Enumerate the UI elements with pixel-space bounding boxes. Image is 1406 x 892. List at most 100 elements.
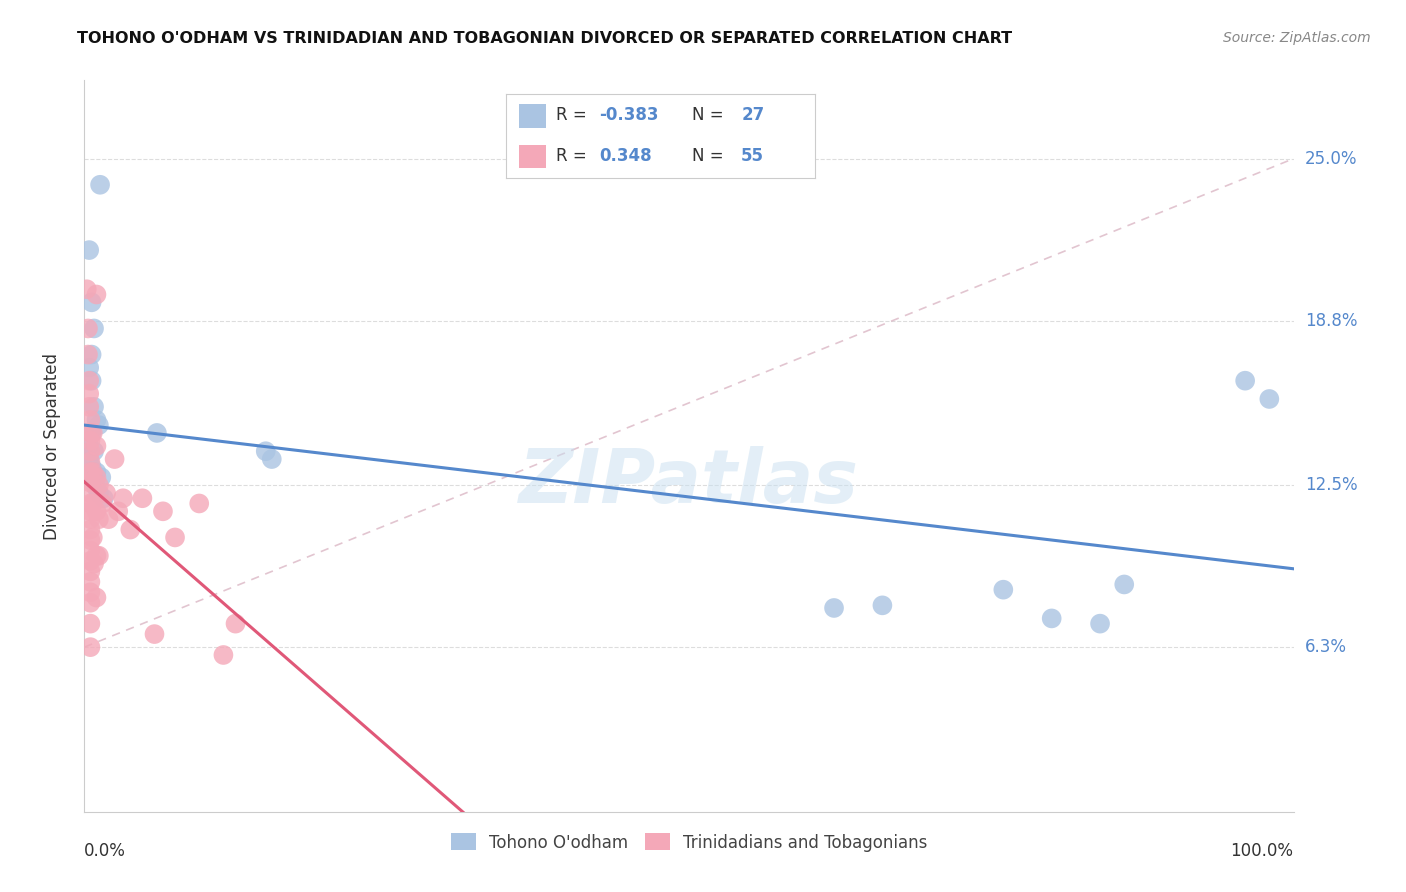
Point [86,439,108,453]
Point [107,504,129,518]
Bar [519,103,547,128]
Point [80,295,103,310]
Point [79,640,101,655]
Text: 12.5%: 12.5% [1305,476,1357,494]
Point [80,348,103,362]
Point [143,627,166,641]
Point [86,413,108,427]
Point [79,455,101,469]
Point [872,599,894,613]
Point [104,452,127,467]
Point [77,348,100,362]
Point [823,601,845,615]
Point [83,444,105,458]
Point [80,425,103,440]
Point [77,439,100,453]
Point [86,504,108,518]
Point [1258,392,1281,406]
Point [79,574,101,589]
Point [260,452,283,467]
Point [77,243,100,257]
Point [80,374,103,388]
Point [79,596,101,610]
Point [79,465,101,479]
Point [79,533,101,547]
Point [83,400,105,414]
Text: 0.348: 0.348 [599,147,651,165]
Point [146,425,169,440]
Text: TOHONO O'ODHAM VS TRINIDADIAN AND TOBAGONIAN DIVORCED OR SEPARATED CORRELATION C: TOHONO O'ODHAM VS TRINIDADIAN AND TOBAGO… [77,31,1012,46]
Text: R =: R = [555,106,592,124]
Point [152,504,174,518]
Point [79,496,101,510]
Point [82,496,104,510]
Legend: Tohono O'odham, Trinidadians and Tobagonians: Tohono O'odham, Trinidadians and Tobagon… [444,827,934,858]
Point [79,425,101,440]
Point [79,504,101,518]
Point [77,374,100,388]
Point [1040,611,1063,625]
Text: 100.0%: 100.0% [1230,842,1294,860]
Point [1114,577,1136,591]
Point [79,554,101,568]
Point [79,486,101,500]
Bar [519,145,547,169]
Point [82,530,104,544]
Point [91,496,114,510]
Text: 55: 55 [741,147,765,165]
Point [77,400,100,414]
Point [1234,374,1257,388]
Point [93,491,115,506]
Text: 6.3%: 6.3% [1305,638,1347,657]
Point [83,321,105,335]
Point [90,470,112,484]
Point [87,478,110,492]
Text: ZIPatlas: ZIPatlas [519,446,859,519]
Point [77,360,100,375]
Text: Source: ZipAtlas.com: Source: ZipAtlas.com [1223,31,1371,45]
Point [165,530,187,544]
Point [79,585,101,599]
Point [89,178,111,192]
Text: N =: N = [692,106,728,124]
Point [83,557,105,571]
Text: 25.0%: 25.0% [1305,150,1357,168]
Point [87,549,110,563]
Point [77,452,100,467]
Point [77,386,100,401]
Point [1088,616,1111,631]
Point [225,616,247,631]
Point [79,444,101,458]
Point [97,512,120,526]
Point [86,481,108,495]
Point [86,287,108,301]
Point [188,496,211,510]
Point [79,616,101,631]
Point [86,465,108,479]
Point [79,512,101,526]
Point [212,648,235,662]
Point [87,418,110,433]
Point [82,425,104,440]
Y-axis label: Divorced or Separated: Divorced or Separated [42,352,60,540]
Point [87,512,110,526]
Point [112,491,135,506]
Text: R =: R = [555,147,592,165]
Point [83,475,105,490]
Point [76,282,98,296]
Point [87,486,110,500]
Point [77,321,100,335]
Point [79,413,101,427]
Point [94,486,117,500]
Text: 27: 27 [741,106,765,124]
Point [79,475,101,490]
Point [82,465,104,479]
Point [79,565,101,579]
Point [79,434,101,448]
Point [79,523,101,537]
Point [80,459,103,474]
Point [120,523,142,537]
Point [86,591,108,605]
Point [993,582,1015,597]
Text: N =: N = [692,147,728,165]
